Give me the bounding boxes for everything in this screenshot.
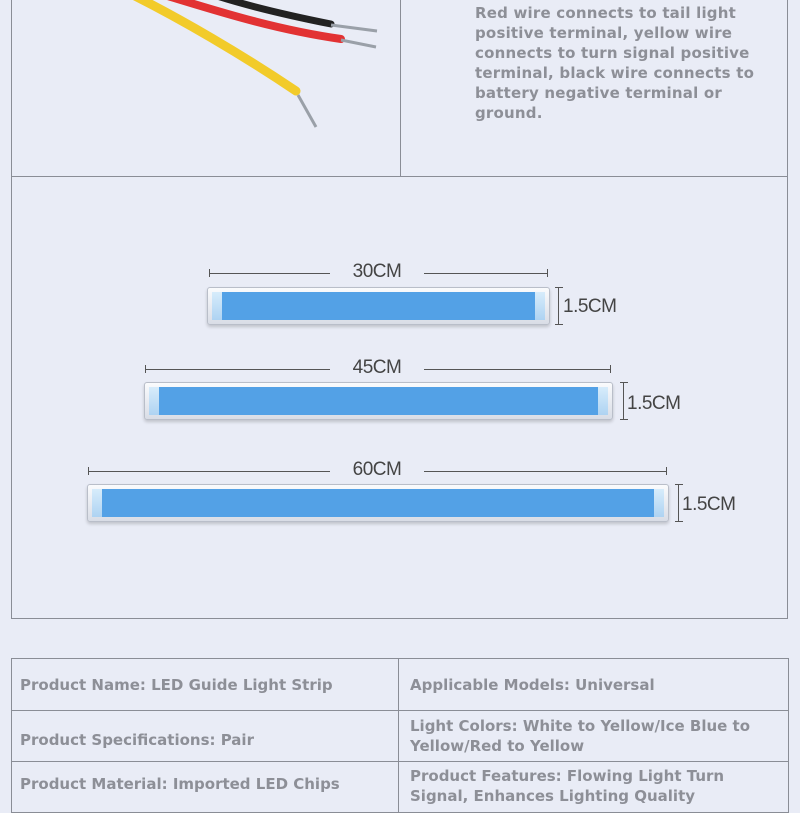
wire-illustration-panel	[11, 0, 401, 177]
dimension-tick	[675, 521, 683, 522]
dimension-tick	[209, 269, 210, 277]
strip-end-cap	[149, 387, 159, 415]
dimension-tick	[675, 484, 683, 485]
red-wire	[167, 0, 345, 43]
dimension-tick	[620, 382, 628, 383]
led-strip	[207, 287, 550, 325]
height-dimension-line	[558, 287, 559, 325]
dimension-tick	[88, 467, 89, 475]
height-dimension-line	[623, 382, 624, 420]
strip-end-cap	[598, 387, 608, 415]
red-wire-tip	[340, 38, 377, 49]
dimension-tick	[555, 287, 563, 288]
yellow-wire	[132, 0, 301, 96]
wiring-description: Red wire connects to tail light positive…	[475, 4, 755, 122]
spec-product-material: Product Material: Imported LED Chips	[12, 762, 399, 812]
length-label: 30CM	[330, 261, 424, 283]
dimension-tick	[555, 324, 563, 325]
height-label: 1.5CM	[561, 296, 619, 318]
dimension-tick	[145, 365, 146, 373]
led-light-area	[159, 387, 598, 415]
height-dimension-line	[678, 484, 679, 522]
table-row: Product Name: LED Guide Light Strip Appl…	[12, 659, 789, 711]
spec-product-name: Product Name: LED Guide Light Strip	[12, 659, 399, 710]
dimension-tick	[547, 269, 548, 277]
strip-end-cap	[654, 489, 664, 517]
length-label: 45CM	[330, 357, 424, 379]
spec-product-specifications: Product Specifications: Pair	[12, 711, 399, 761]
wires-image	[132, 0, 378, 128]
table-row: Product Specifications: Pair Light Color…	[12, 711, 789, 762]
led-light-area	[102, 489, 654, 517]
height-label: 1.5CM	[625, 393, 683, 415]
dimension-tick	[620, 419, 628, 420]
led-light-area	[222, 292, 535, 320]
black-wire-tip	[330, 23, 378, 33]
specifications-table: Product Name: LED Guide Light Strip Appl…	[11, 658, 789, 813]
strip-sizes-panel	[11, 176, 788, 619]
spec-light-colors: Light Colors: White to Yellow/Ice Blue t…	[399, 711, 789, 761]
led-strip	[144, 382, 613, 420]
dimension-tick	[666, 467, 667, 475]
strip-end-cap	[92, 489, 102, 517]
spec-applicable-models: Applicable Models: Universal	[399, 659, 789, 710]
table-row: Product Material: Imported LED Chips Pro…	[12, 762, 789, 813]
spec-product-features: Product Features: Flowing Light Turn Sig…	[399, 762, 789, 812]
strip-end-cap	[535, 292, 545, 320]
black-wire	[218, 0, 335, 28]
yellow-wire-tip	[296, 94, 318, 128]
length-label: 60CM	[330, 459, 424, 481]
dimension-tick	[610, 365, 611, 373]
height-label: 1.5CM	[680, 494, 738, 516]
strip-end-cap	[212, 292, 222, 320]
led-strip	[87, 484, 669, 522]
